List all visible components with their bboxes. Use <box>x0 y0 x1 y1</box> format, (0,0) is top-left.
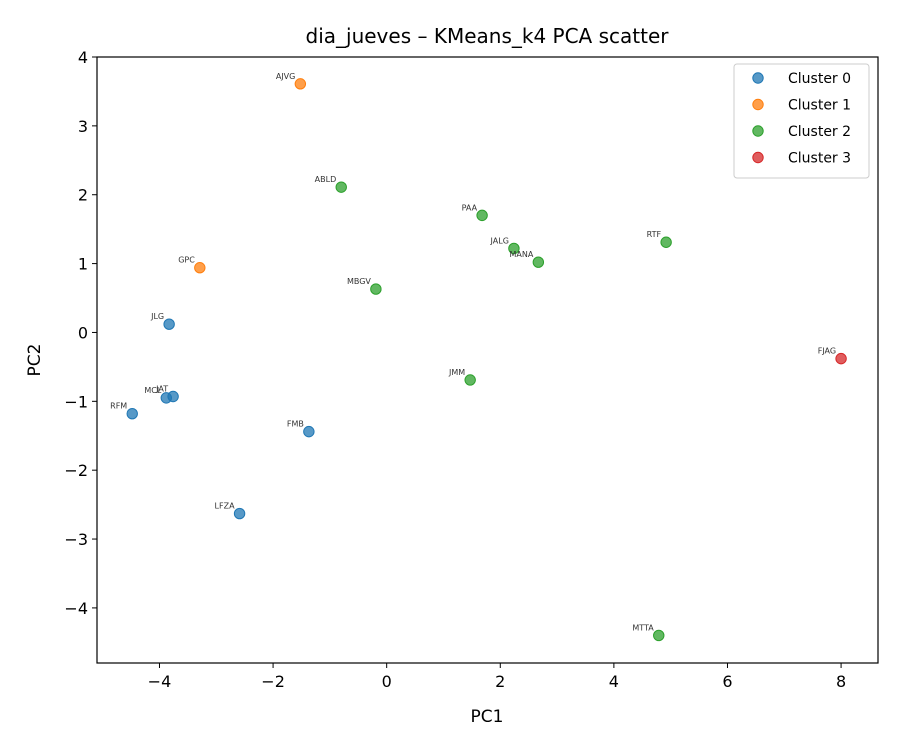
x-tick-label: 0 <box>382 672 392 691</box>
point-label-jalg: JALG <box>490 236 509 245</box>
point-jalg <box>508 242 520 255</box>
y-tick-label: 3 <box>78 117 88 136</box>
y-tick-label: 4 <box>78 48 88 67</box>
y-tick-label: −3 <box>64 530 88 549</box>
point-label-jlg: JLG <box>150 312 164 321</box>
legend-label: Cluster 1 <box>788 98 851 114</box>
point-label-abld: ABLD <box>315 175 337 184</box>
point-label-ajvg: AJVG <box>276 72 296 81</box>
y-tick-label: 1 <box>78 255 88 274</box>
point-fjag <box>835 352 847 365</box>
point-label-mbgv: MBGV <box>347 277 371 286</box>
plot-area-frame <box>96 56 879 664</box>
point-mbgv <box>370 283 382 295</box>
legend-marker <box>752 125 764 137</box>
point-label-rtf: RTF <box>647 230 662 239</box>
y-axis-ticks: −4 −3 −2 −1 0 1 2 3 4 <box>64 48 97 618</box>
point-paa <box>476 209 488 222</box>
y-tick-label: 2 <box>78 186 88 205</box>
x-axis-title: PC1 <box>471 707 504 727</box>
y-tick-label: −2 <box>64 461 88 480</box>
point-ajvg <box>294 78 307 90</box>
points-layer <box>126 78 847 642</box>
x-tick-label: −4 <box>148 672 172 691</box>
point-label-rfm: RFM <box>110 402 127 411</box>
legend: Cluster 0 Cluster 1 Cluster 2 Cluster 3 <box>733 63 870 179</box>
point-label-mtta: MTTA <box>632 623 654 632</box>
point-lfza <box>233 507 246 520</box>
point-label-fmb: FMB <box>287 420 304 429</box>
point-mana <box>532 256 545 268</box>
point-label-mana: MANA <box>509 250 533 259</box>
point-fmb <box>303 425 315 438</box>
x-tick-label: 4 <box>609 672 619 691</box>
legend-frame <box>733 63 870 179</box>
point-abld <box>335 181 347 193</box>
point-label-lfza: LFZA <box>215 502 236 511</box>
y-tick-label: −1 <box>64 392 88 411</box>
chart-title: dia_jueves – KMeans_k4 PCA scatter <box>306 24 670 48</box>
y-tick-label: 0 <box>78 323 88 342</box>
point-label-gpc: GPC <box>178 256 195 265</box>
point-mtta <box>653 629 665 642</box>
legend-marker <box>752 72 764 84</box>
x-tick-label: 8 <box>836 672 846 691</box>
point-jlg <box>163 318 175 330</box>
point-rtf <box>660 236 672 248</box>
x-tick-label: −2 <box>261 672 285 691</box>
point-label-jmm: JMM <box>448 368 465 377</box>
point-rfm <box>126 408 138 420</box>
point-jmm <box>464 374 476 386</box>
x-tick-label: 6 <box>722 672 732 691</box>
y-axis-title: PC2 <box>25 344 45 377</box>
point-label-paa: PAA <box>462 203 478 212</box>
y-tick-label: −4 <box>64 599 88 618</box>
legend-marker <box>752 151 764 164</box>
legend-label: Cluster 3 <box>788 151 851 167</box>
point-label-mcl: MCL <box>144 386 161 395</box>
point-jat <box>167 390 179 403</box>
point-label-fjag: FJAG <box>818 347 836 356</box>
point-gpc <box>194 262 206 274</box>
legend-label: Cluster 2 <box>788 124 851 140</box>
x-tick-label: 2 <box>495 672 505 691</box>
legend-label: Cluster 0 <box>788 71 851 87</box>
point-label-jat: JAT <box>155 384 168 393</box>
x-axis-ticks: −4 −2 0 2 4 6 8 <box>148 663 846 691</box>
legend-marker <box>752 98 764 111</box>
